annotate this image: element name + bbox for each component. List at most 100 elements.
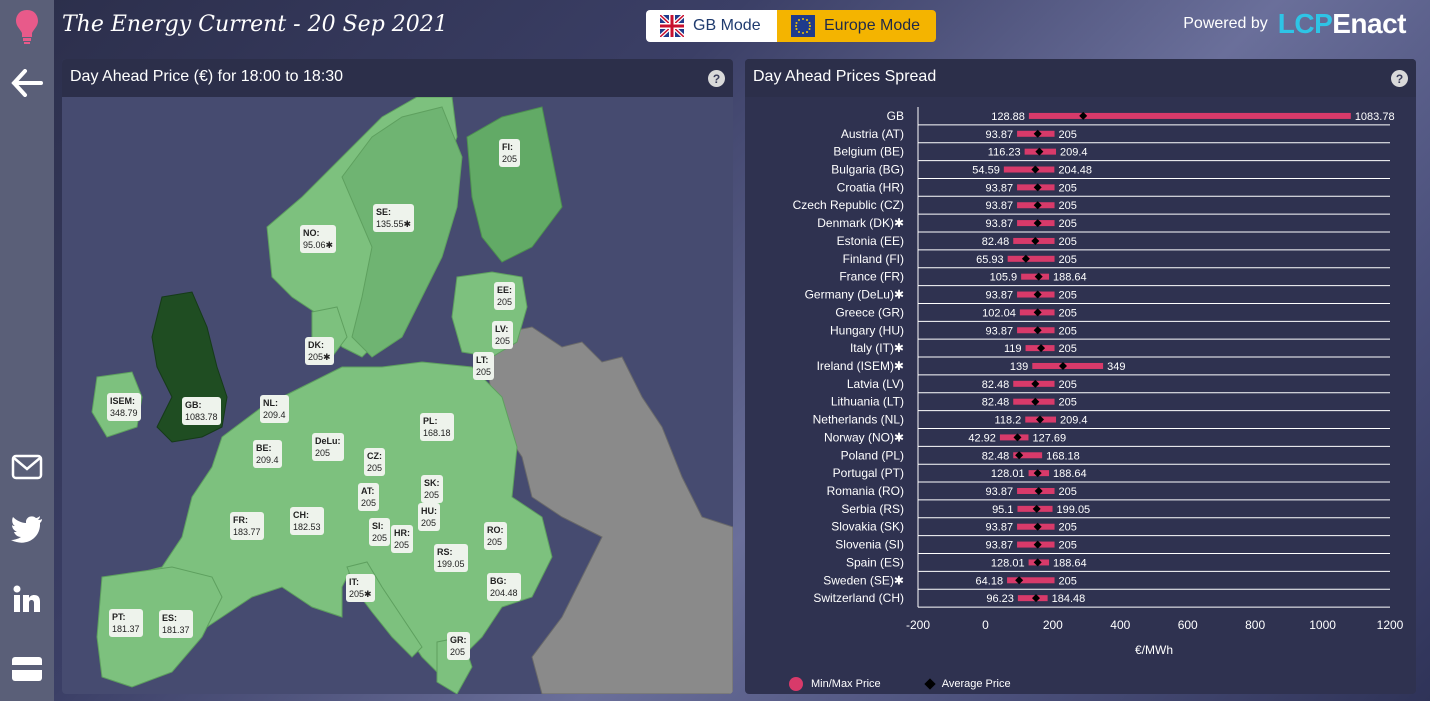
row-label: France (FR) <box>839 270 904 284</box>
map-panel: Day Ahead Price (€) for 18:00 to 18:30 ? <box>62 59 733 694</box>
average-marker <box>1013 433 1022 442</box>
map-label-es[interactable]: ES: 181.37 <box>159 610 193 638</box>
minmax-bar <box>1007 577 1055 584</box>
average-marker <box>1032 504 1041 513</box>
map-label-no[interactable]: NO: 95.06✱ <box>300 225 337 253</box>
map-label-se[interactable]: SE: 135.55✱ <box>373 204 415 232</box>
page-title: The Energy Current - 20 Sep 2021 <box>62 12 448 37</box>
average-marker <box>1033 201 1042 210</box>
average-marker <box>1015 576 1024 585</box>
mail-icon[interactable] <box>8 448 46 486</box>
max-label: 205 <box>1059 290 1077 302</box>
min-label: 82.48 <box>982 236 1010 248</box>
help-icon[interactable]: ? <box>1391 70 1408 87</box>
max-label: 205 <box>1059 540 1077 552</box>
min-label: 128.01 <box>991 557 1025 569</box>
map-label-lt[interactable]: LT: 205 <box>473 352 495 380</box>
map-label-si[interactable]: SI: 205 <box>369 518 391 546</box>
row-label: Norway (NO)✱ <box>824 430 904 444</box>
europe-mode-button[interactable]: Europe Mode <box>777 10 936 42</box>
map-label-dk[interactable]: DK: 205✱ <box>305 337 334 365</box>
lcp-enact-logo[interactable]: LCPEnact <box>1277 8 1407 39</box>
row-label: Switzerland (CH) <box>813 591 904 605</box>
max-label: 188.64 <box>1053 468 1087 480</box>
min-label: 42.92 <box>968 432 996 444</box>
average-marker <box>1021 254 1030 263</box>
max-label: 188.64 <box>1053 557 1087 569</box>
row-label: Slovenia (SI) <box>835 538 904 552</box>
map-label-sk[interactable]: SK: 205 <box>421 475 443 503</box>
gb-mode-button[interactable]: GB Mode <box>646 10 777 42</box>
row-label: Estonia (EE) <box>837 234 904 248</box>
map-label-gr[interactable]: GR: 205 <box>447 632 470 660</box>
map-label-at[interactable]: AT: 205 <box>358 483 380 511</box>
map-label-lv[interactable]: LV: 205 <box>492 321 514 349</box>
map-label-pl[interactable]: PL: 168.18 <box>420 413 454 441</box>
header: The Energy Current - 20 Sep 2021 GB Mode <box>54 0 1430 56</box>
map-label-cz[interactable]: CZ: 205 <box>364 448 386 476</box>
min-label: 93.87 <box>986 522 1014 534</box>
max-label: 1083.78 <box>1355 111 1395 123</box>
row-label: Italy (IT)✱ <box>850 341 904 355</box>
average-marker <box>1015 451 1024 460</box>
card-icon[interactable] <box>8 650 46 688</box>
min-label: 93.87 <box>986 129 1014 141</box>
x-tick-label: 1200 <box>1377 618 1404 632</box>
chart-legend: Min/Max Price Average Price <box>789 677 1011 691</box>
map-label-it[interactable]: IT: 205✱ <box>346 574 375 602</box>
average-marker <box>1031 379 1040 388</box>
map-label-pt[interactable]: PT: 181.37 <box>109 609 143 637</box>
map-label-be[interactable]: BE: 209.4 <box>253 440 282 468</box>
min-label: 118.2 <box>995 415 1022 427</box>
map-label-gb[interactable]: GB: 1083.78 <box>182 397 221 425</box>
map-label-ro[interactable]: RO: 205 <box>484 522 507 550</box>
min-label: 93.87 <box>986 182 1014 194</box>
map-label-ch[interactable]: CH: 182.53 <box>290 507 324 535</box>
average-marker <box>1033 219 1042 228</box>
map-label-ee[interactable]: EE: 205 <box>494 282 516 310</box>
map-label-rs[interactable]: RS: 199.05 <box>434 544 468 572</box>
max-label: 209.4 <box>1060 147 1088 159</box>
bulb-icon[interactable] <box>8 8 46 46</box>
linkedin-icon[interactable] <box>8 580 46 618</box>
map-label-hr[interactable]: HR: 205 <box>391 525 413 553</box>
min-label: 54.59 <box>972 165 1000 177</box>
map-panel-header: Day Ahead Price (€) for 18:00 to 18:30 ? <box>62 59 733 97</box>
x-tick-label: 0 <box>982 618 989 632</box>
row-label: Finland (FI) <box>843 252 904 266</box>
min-label: 93.87 <box>986 290 1014 302</box>
map-label-delu[interactable]: DeLu: 205 <box>312 433 344 461</box>
max-label: 205 <box>1059 379 1077 391</box>
max-label: 127.69 <box>1032 432 1066 444</box>
average-marker <box>1035 147 1044 156</box>
map-label-isem[interactable]: ISEM: 348.79 <box>107 393 141 421</box>
twitter-icon[interactable] <box>8 510 46 548</box>
x-tick-label: 600 <box>1178 618 1198 632</box>
max-label: 205 <box>1059 325 1077 337</box>
map-label-bg[interactable]: BG: 204.48 <box>487 573 521 601</box>
min-label: 82.48 <box>982 450 1010 462</box>
minmax-bar <box>1003 166 1055 173</box>
row-label: Lithuania (LT) <box>831 395 904 409</box>
average-marker <box>1037 344 1046 353</box>
row-label: Serbia (RS) <box>841 502 904 516</box>
map-label-fr[interactable]: FR: 183.77 <box>230 512 264 540</box>
back-arrow-icon[interactable] <box>8 64 46 102</box>
max-label: 205 <box>1059 236 1077 248</box>
max-label: 205 <box>1059 343 1077 355</box>
map-label-hu[interactable]: HU: 205 <box>418 503 440 531</box>
map-label-nl[interactable]: NL: 209.4 <box>260 395 289 423</box>
map-label-fi[interactable]: FI: 205 <box>499 139 521 167</box>
max-label: 204.48 <box>1058 165 1092 177</box>
max-label: 168.18 <box>1046 450 1080 462</box>
row-label: Bulgaria (BG) <box>831 163 904 177</box>
help-icon[interactable]: ? <box>708 70 725 87</box>
europe-mode-label: Europe Mode <box>824 17 921 34</box>
min-label: 93.87 <box>986 200 1014 212</box>
row-label: Hungary (HU) <box>830 323 904 337</box>
max-label: 349 <box>1107 361 1125 373</box>
average-marker <box>1079 111 1088 120</box>
average-marker <box>1033 129 1042 138</box>
average-marker <box>1058 361 1067 370</box>
max-label: 188.64 <box>1053 272 1087 284</box>
